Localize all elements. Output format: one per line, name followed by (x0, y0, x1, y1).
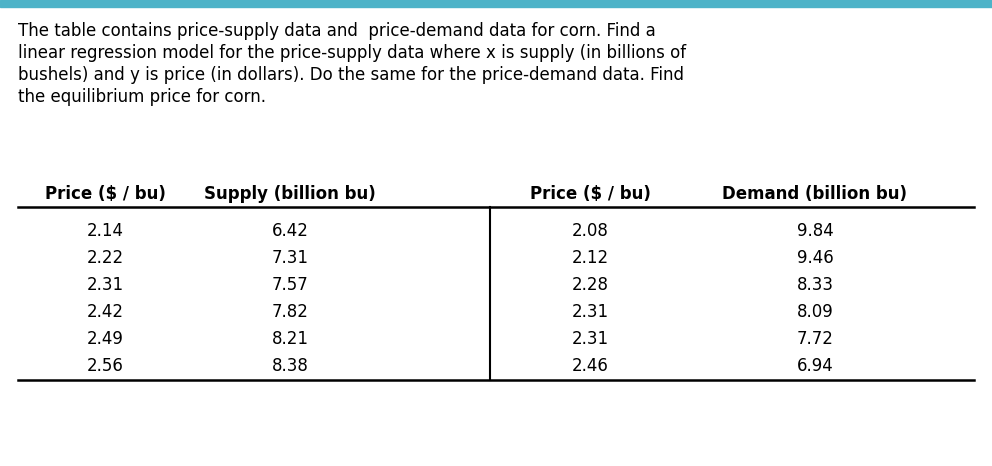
Text: 8.09: 8.09 (797, 303, 833, 321)
Text: bushels) and y is price (in dollars). Do the same for the price-demand data. Fin: bushels) and y is price (in dollars). Do… (18, 66, 684, 84)
Text: 7.72: 7.72 (797, 330, 833, 348)
Text: the equilibrium price for corn.: the equilibrium price for corn. (18, 88, 266, 106)
Text: 8.38: 8.38 (272, 357, 309, 376)
Text: 2.42: 2.42 (86, 303, 123, 321)
Text: 8.33: 8.33 (797, 276, 833, 294)
Text: linear regression model for the price-supply data where x is supply (in billions: linear regression model for the price-su… (18, 44, 686, 62)
Text: 6.94: 6.94 (797, 357, 833, 376)
Text: 2.31: 2.31 (571, 330, 608, 348)
Text: 2.22: 2.22 (86, 249, 124, 267)
Text: 7.31: 7.31 (272, 249, 309, 267)
Text: 2.31: 2.31 (571, 303, 608, 321)
Text: 7.82: 7.82 (272, 303, 309, 321)
Text: 6.42: 6.42 (272, 222, 309, 240)
Text: 2.28: 2.28 (571, 276, 608, 294)
Text: 9.46: 9.46 (797, 249, 833, 267)
Text: 2.49: 2.49 (86, 330, 123, 348)
Text: 2.56: 2.56 (86, 357, 123, 376)
Text: The table contains price-supply data and  price-demand data for corn. Find a: The table contains price-supply data and… (18, 22, 656, 40)
Text: Demand (billion bu): Demand (billion bu) (722, 185, 908, 203)
Text: Price ($ / bu): Price ($ / bu) (45, 185, 166, 203)
Text: 2.46: 2.46 (571, 357, 608, 376)
Text: 2.14: 2.14 (86, 222, 123, 240)
Text: 2.12: 2.12 (571, 249, 608, 267)
Text: 2.08: 2.08 (571, 222, 608, 240)
Text: 9.84: 9.84 (797, 222, 833, 240)
Text: 2.31: 2.31 (86, 276, 124, 294)
Text: 7.57: 7.57 (272, 276, 309, 294)
Text: Supply (billion bu): Supply (billion bu) (204, 185, 376, 203)
Text: 8.21: 8.21 (272, 330, 309, 348)
Text: Price ($ / bu): Price ($ / bu) (530, 185, 651, 203)
